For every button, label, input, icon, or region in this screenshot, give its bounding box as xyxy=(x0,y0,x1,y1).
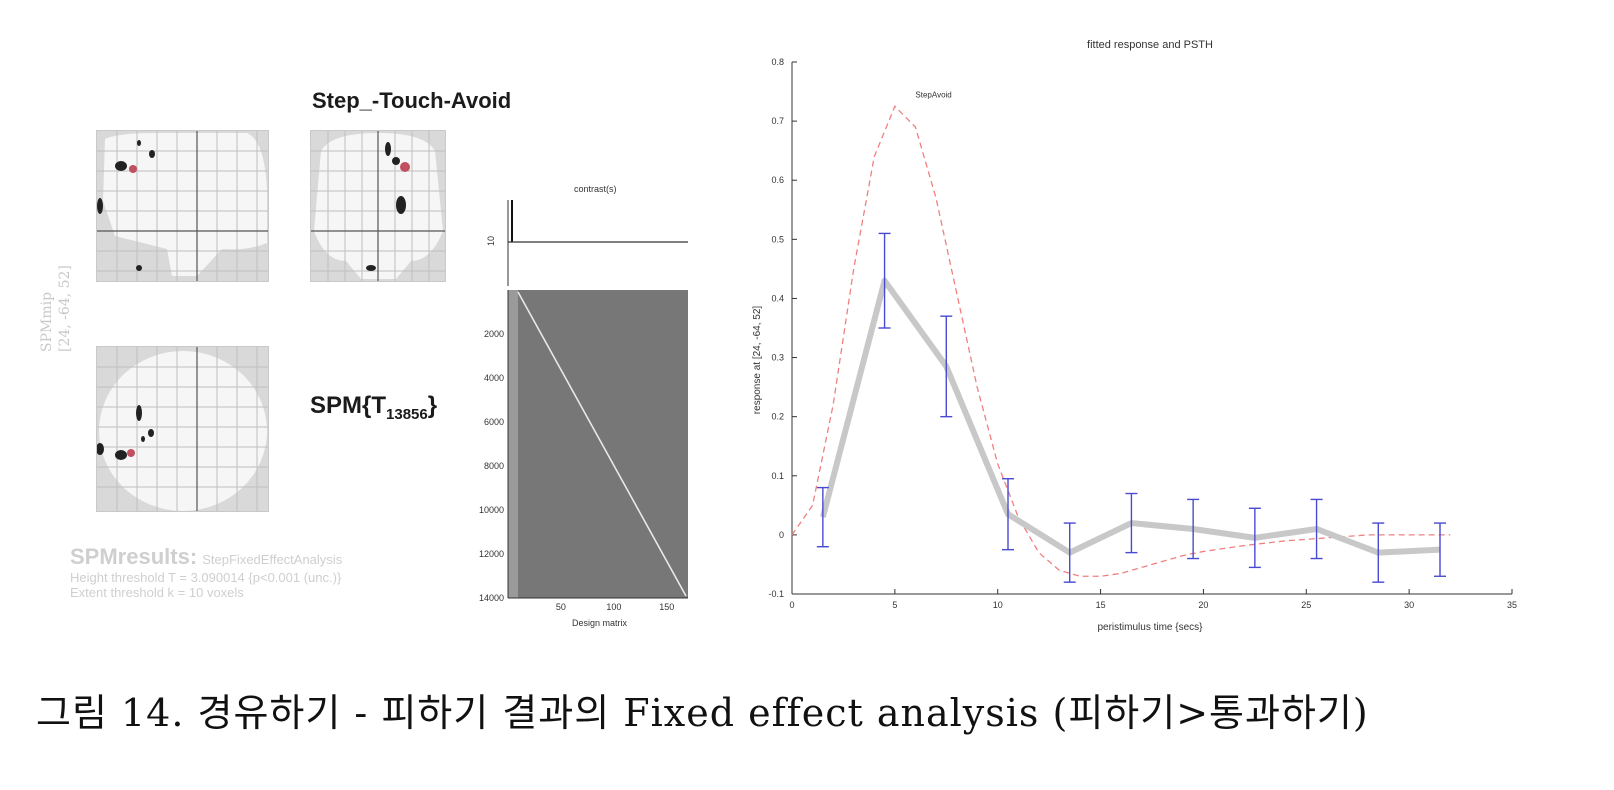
design-matrix-image: 2000 4000 6000 8000 10000 12000 14000 50 100 150 xyxy=(479,290,688,612)
spm-side-label: SPMmip [24, -64, 52] xyxy=(38,265,74,352)
psth-error-bar xyxy=(1002,478,1014,551)
psth-error-bar xyxy=(1434,522,1446,577)
chart-ytick-label: -0.1 xyxy=(768,589,784,599)
design-matrix-ytick: 12000 xyxy=(479,549,504,559)
chart-xtick-label: 5 xyxy=(892,600,897,610)
chart-ytick-label: 0.4 xyxy=(771,293,784,303)
chart-ytick-label: 0.8 xyxy=(771,57,784,67)
psth-error-bar xyxy=(1063,522,1076,583)
spm-stat-subscript: 13856 xyxy=(386,405,428,423)
design-matrix-xtick: 50 xyxy=(556,602,566,612)
chart-xtick-label: 25 xyxy=(1301,600,1311,610)
psth-error-bar xyxy=(940,315,953,418)
chart-ytick-label: 0.5 xyxy=(771,234,784,244)
psth-error-bar xyxy=(816,486,829,548)
psth-error-bar xyxy=(1125,492,1138,554)
psth-error-bar xyxy=(1248,507,1261,569)
psth-error-bar xyxy=(1372,522,1385,583)
design-matrix-ytick: 8000 xyxy=(484,461,504,471)
design-matrix-xtick: 100 xyxy=(606,602,621,612)
chart-ytick-label: 0.2 xyxy=(771,412,784,422)
psth-error-bar xyxy=(1310,498,1323,560)
spm-side-label-line2: [24, -64, 52] xyxy=(57,265,73,352)
spm-stat-prefix: SPM{T xyxy=(310,392,387,419)
contrast-index: 10 xyxy=(486,235,497,247)
chart-xtick-label: 15 xyxy=(1096,600,1106,610)
chart-ytick-label: 0.3 xyxy=(771,353,784,363)
design-matrix-ytick: 4000 xyxy=(484,373,504,383)
chart-xtick-label: 30 xyxy=(1404,600,1414,610)
design-matrix-ytick: 14000 xyxy=(479,593,504,603)
spm-stat-suffix: } xyxy=(427,392,438,419)
chart-ytick-label: 0.6 xyxy=(771,175,784,185)
spm-extent-threshold: Extent threshold k = 10 voxels xyxy=(70,585,244,600)
spm-results-title: SPMresults: xyxy=(70,544,198,569)
design-matrix-xtick: 150 xyxy=(659,602,674,612)
chart-ytick-label: 0.1 xyxy=(771,471,784,481)
spm-side-label-line1: SPMmip xyxy=(39,291,55,352)
fitted-response-chart: fitted response and PSTH response at [24… xyxy=(752,39,1517,633)
fitted-response-line xyxy=(791,105,1451,577)
design-matrix-ytick: 2000 xyxy=(484,329,504,339)
glass-brain-axial xyxy=(96,346,269,512)
chart-xlabel: peristimulus time {secs} xyxy=(1097,622,1203,633)
spm-contrast-title: Step_-Touch-Avoid xyxy=(312,88,512,113)
spm-height-threshold: Height threshold T = 3.090014 {p<0.001 (… xyxy=(70,570,342,585)
spm-stat-label: SPM{T13856} xyxy=(310,392,437,423)
chart-xtick-label: 35 xyxy=(1507,600,1517,610)
glass-brain-coronal xyxy=(310,130,446,282)
chart-ytick-label: 0 xyxy=(779,530,784,540)
chart-ylabel: response at [24, -64, 52] xyxy=(752,306,763,415)
figure-caption: 그림 14. 경유하기 - 피하기 결과의 Fixed effect analy… xyxy=(36,691,1369,735)
chart-title: fitted response and PSTH xyxy=(1087,39,1213,51)
psth-error-bar xyxy=(1187,498,1200,560)
design-matrix-ytick: 6000 xyxy=(484,417,504,427)
chart-xtick-label: 20 xyxy=(1198,600,1208,610)
glass-brain-sagittal xyxy=(96,130,269,282)
chart-annotation: StepAvoid xyxy=(915,90,951,99)
contrast-plot xyxy=(507,200,688,286)
chart-xtick-label: 10 xyxy=(993,600,1003,610)
chart-ytick-label: 0.7 xyxy=(771,116,784,126)
chart-xtick-label: 0 xyxy=(789,600,794,610)
contrast-title: contrast(s) xyxy=(574,184,617,194)
design-matrix-ytick: 10000 xyxy=(479,505,504,515)
spm-results-block: SPMresults: StepFixedEffectAnalysis Heig… xyxy=(70,544,400,600)
psth-error-bar xyxy=(878,232,891,329)
spm-results-subtitle: StepFixedEffectAnalysis xyxy=(202,552,343,567)
design-matrix-xlabel: Design matrix xyxy=(572,618,628,628)
